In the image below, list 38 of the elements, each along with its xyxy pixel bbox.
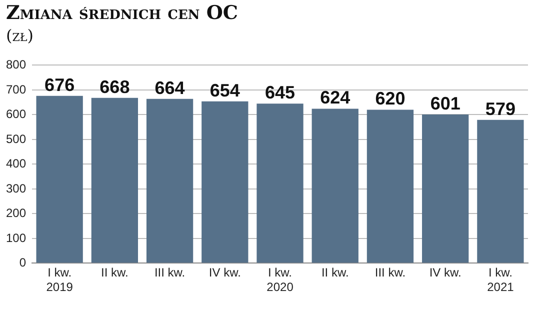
bar bbox=[312, 108, 358, 263]
y-tick-label: 700 bbox=[6, 82, 26, 96]
y-tick-label: 300 bbox=[6, 181, 26, 196]
y-tick-label: 400 bbox=[6, 156, 26, 171]
x-tick-label: I kw. 2020 bbox=[266, 266, 294, 294]
y-tick-label: 0 bbox=[19, 256, 26, 270]
bar bbox=[91, 98, 138, 263]
bar bbox=[422, 114, 469, 263]
bar bbox=[36, 96, 83, 263]
data-label: 620 bbox=[375, 88, 406, 109]
data-label: 624 bbox=[320, 88, 350, 108]
bar bbox=[146, 98, 194, 263]
chart-subtitle: (zł) bbox=[6, 26, 34, 45]
data-label: 645 bbox=[264, 82, 296, 103]
y-tick-label: 500 bbox=[6, 132, 26, 146]
bar bbox=[256, 104, 304, 263]
x-tick-label: II kw. bbox=[321, 266, 349, 280]
data-label: 601 bbox=[430, 93, 460, 114]
data-label: 668 bbox=[100, 76, 130, 97]
y-tick-label: 200 bbox=[6, 206, 26, 220]
x-tick-label: IV kw. bbox=[208, 266, 241, 280]
x-tick-label: IV kw. bbox=[429, 266, 462, 280]
data-label: 579 bbox=[485, 98, 516, 119]
y-tick-label: 100 bbox=[6, 230, 26, 245]
y-tick-label: 800 bbox=[6, 58, 26, 72]
data-label: 676 bbox=[44, 74, 75, 95]
bar bbox=[366, 110, 414, 263]
chart-title: Zmiana średnich cen OC bbox=[6, 2, 238, 24]
x-tick-label: I kw. 2019 bbox=[46, 266, 74, 294]
bar bbox=[202, 101, 248, 263]
x-tick-label: II kw. bbox=[101, 266, 128, 280]
y-tick-label: 600 bbox=[6, 107, 26, 122]
x-tick-label: III kw. bbox=[154, 266, 186, 280]
data-label: 664 bbox=[154, 78, 185, 98]
x-tick-label: I kw. 2021 bbox=[487, 266, 514, 294]
bar bbox=[477, 120, 524, 263]
data-label: 654 bbox=[210, 80, 240, 100]
x-tick-label: III kw. bbox=[374, 266, 406, 280]
